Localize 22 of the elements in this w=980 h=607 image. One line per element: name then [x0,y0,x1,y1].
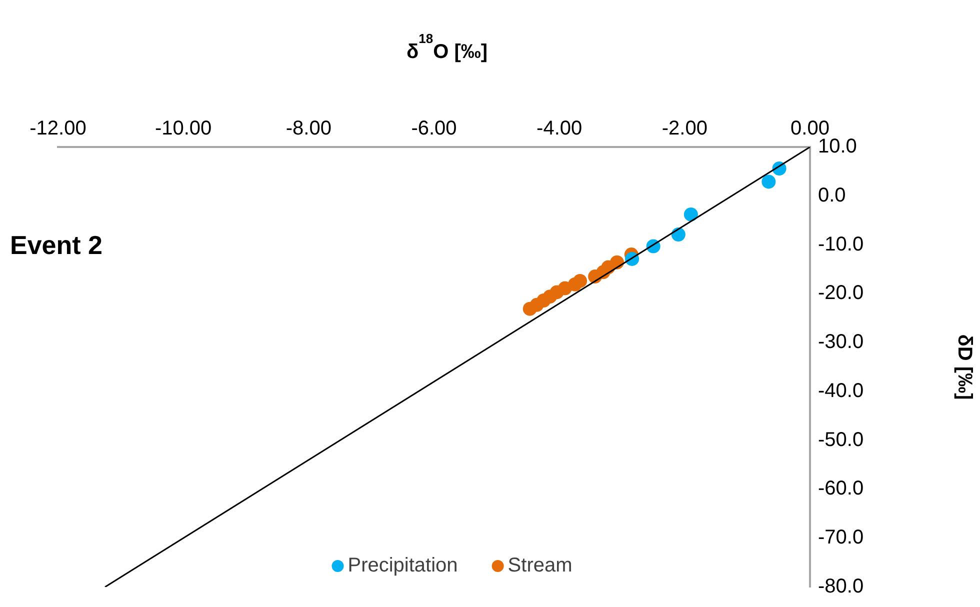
y-tick-label: -30.0 [818,331,864,354]
point [684,207,698,222]
point [522,302,537,316]
y-tick-label: -40.0 [818,380,864,402]
x-tick-label: -2.00 [662,118,708,140]
x-tick-label: -12.00 [30,118,86,140]
y-tick-label: -10.0 [818,233,864,256]
y-tick-label: -70.0 [818,526,864,549]
text: Event 2 [10,230,102,260]
y-axis-title: δD [‰] [953,334,976,400]
legend-label: Stream [508,554,572,577]
x-tick-label: -10.00 [154,118,212,140]
y-tick-label: -50.0 [818,428,864,451]
y-tick-label: -20.0 [818,282,864,304]
x-tick-label: -4.00 [536,118,582,140]
y-tick-label: -80.0 [818,576,864,598]
y-tick-label: -60.0 [818,478,864,500]
x-tick-label: -8.00 [286,118,332,140]
y-tick-label: 0.0 [818,184,846,206]
legend-label: Precipitation [348,554,458,577]
point [762,174,776,189]
x-tick-label: -6.00 [411,118,457,140]
